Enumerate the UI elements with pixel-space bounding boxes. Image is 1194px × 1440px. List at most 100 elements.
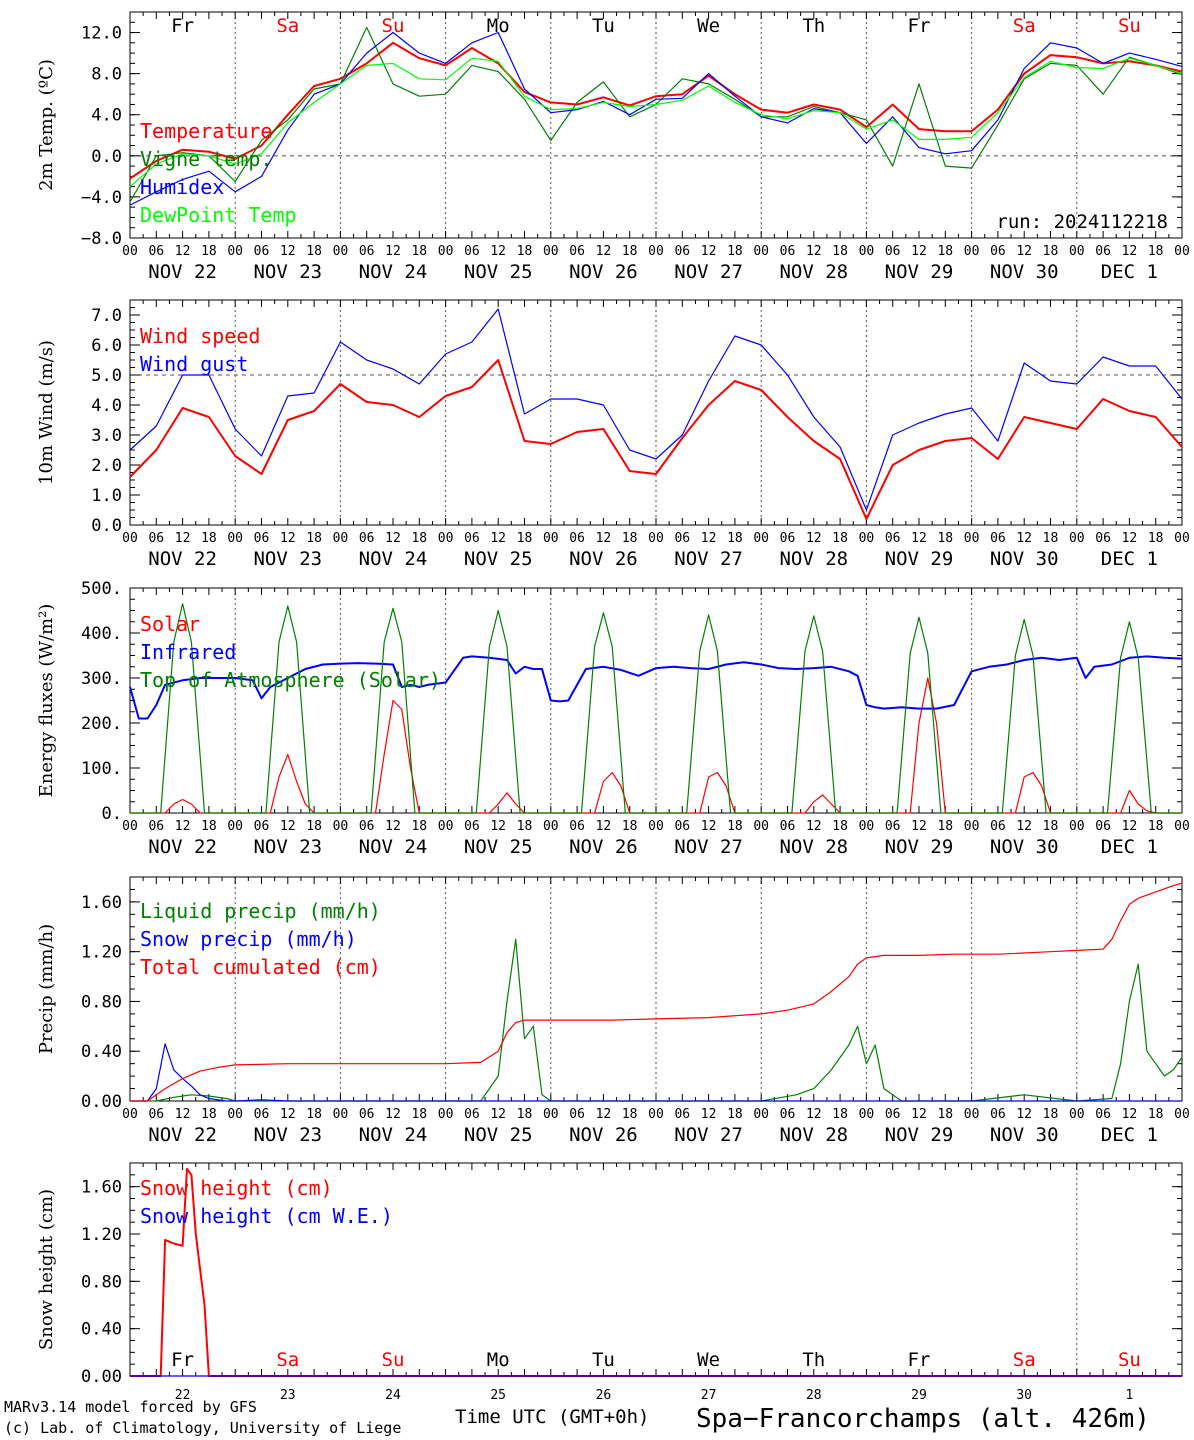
series-line-temperature (129, 41, 1183, 180)
hour-tick-label: 00 (648, 531, 664, 546)
day-of-week-label: Fr (171, 15, 194, 37)
legend-entry: Snow height (cm) (140, 1176, 333, 1200)
model-credit: MARv3.14 model forced by GFS (4, 1398, 257, 1416)
hour-tick-label: 00 (438, 244, 454, 259)
hour-tick-label: 06 (990, 531, 1006, 546)
date-label: NOV 24 (359, 1124, 428, 1146)
hour-tick-label: 00 (543, 531, 559, 546)
hour-tick-label: 18 (201, 1107, 217, 1122)
hour-tick-label: 12 (385, 819, 401, 834)
y-tick-label: 1.20 (81, 943, 122, 963)
date-label: NOV 22 (148, 261, 217, 283)
hour-tick-label: 00 (648, 244, 664, 259)
series-line-humidex (129, 31, 1183, 206)
hour-tick-label: 12 (806, 1107, 822, 1122)
y-tick-label: 0.80 (81, 1272, 122, 1292)
y-tick-label: 0.0 (91, 516, 122, 536)
hour-tick-label: 06 (885, 819, 901, 834)
hour-tick-label: 06 (254, 819, 270, 834)
hour-tick-label: 06 (359, 819, 375, 834)
date-label: NOV 22 (148, 548, 217, 570)
hour-tick-label: 18 (1148, 244, 1164, 259)
hour-tick-label: 18 (727, 531, 743, 546)
y-axis-label: 2m Temp. (ºC) (36, 59, 57, 191)
hour-tick-label: 06 (990, 1107, 1006, 1122)
hour-tick-label: 18 (937, 244, 953, 259)
day-of-week-label: We (697, 1349, 720, 1371)
panel-5: 0.00 0.40 0.80 1.20 1.60 Snow height (cm) 22 23… (36, 1162, 1183, 1403)
hour-tick-label: 00 (1174, 1107, 1190, 1122)
date-label: DEC 1 (1101, 261, 1158, 283)
hour-tick-label: 06 (1095, 244, 1111, 259)
day-number-label: 22 (175, 1388, 191, 1403)
legend-entry: Snow height (cm W.E.) (140, 1204, 393, 1228)
hour-tick-label: 18 (201, 531, 217, 546)
day-of-week-label: Sa (1013, 1349, 1036, 1371)
hour-tick-label: 00 (122, 1107, 138, 1122)
hour-tick-label: 12 (911, 531, 927, 546)
hour-tick-label: 12 (911, 1107, 927, 1122)
hour-tick-label: 18 (1043, 1107, 1059, 1122)
hour-tick-label: 12 (701, 1107, 717, 1122)
hour-tick-label: 06 (1095, 1107, 1111, 1122)
date-label: DEC 1 (1101, 836, 1158, 858)
day-of-week-label: Su (382, 15, 405, 37)
hour-tick-label: 12 (385, 244, 401, 259)
panel-3: 0. 100. 200. 300. 400. 500. Energy fluxes (W/m… (36, 579, 1190, 858)
day-of-week-label: Sa (276, 1349, 299, 1371)
date-label: NOV 27 (674, 1124, 743, 1146)
hour-tick-label: 12 (1122, 244, 1138, 259)
hour-tick-label: 18 (517, 244, 533, 259)
hour-tick-label: 18 (937, 531, 953, 546)
day-number-label: 23 (280, 1388, 296, 1403)
date-label: NOV 22 (148, 836, 217, 858)
date-label: NOV 25 (464, 836, 533, 858)
hour-tick-label: 18 (832, 244, 848, 259)
hour-tick-label: 06 (464, 244, 480, 259)
y-tick-label: 0.80 (81, 992, 122, 1012)
y-tick-label: 1.20 (81, 1225, 122, 1245)
hour-tick-label: 18 (727, 244, 743, 259)
date-label: NOV 28 (779, 836, 848, 858)
hour-tick-label: 00 (438, 819, 454, 834)
hour-tick-label: 00 (227, 819, 243, 834)
hour-tick-label: 06 (359, 531, 375, 546)
hour-tick-label: 18 (411, 244, 427, 259)
hour-tick-label: 00 (122, 531, 138, 546)
date-label: NOV 25 (464, 548, 533, 570)
day-number-label: 27 (701, 1388, 717, 1403)
day-of-week-label: Fr (908, 15, 931, 37)
hour-tick-label: 06 (1095, 819, 1111, 834)
hour-tick-label: 18 (1043, 244, 1059, 259)
legend-entry: Temperature (140, 119, 272, 143)
date-label: NOV 28 (779, 548, 848, 570)
hour-tick-label: 18 (1043, 531, 1059, 546)
day-number-label: 25 (490, 1388, 506, 1403)
date-label: NOV 29 (885, 548, 954, 570)
hour-tick-label: 12 (1016, 819, 1032, 834)
day-of-week-label: Th (802, 1349, 825, 1371)
lab-credit: (c) Lab. of Climatology, University of L… (4, 1419, 401, 1437)
y-axis-label: Energy fluxes (W/m²) (36, 604, 57, 798)
hour-tick-label: 12 (280, 531, 296, 546)
y-tick-label: 2.0 (91, 456, 122, 476)
date-label: NOV 23 (253, 1124, 322, 1146)
hour-tick-label: 12 (1122, 1107, 1138, 1122)
hour-tick-label: 06 (359, 1107, 375, 1122)
date-label: NOV 27 (674, 548, 743, 570)
date-label: NOV 29 (885, 836, 954, 858)
y-axis-label: 10m Wind (m/s) (36, 340, 57, 485)
hour-tick-label: 12 (490, 531, 506, 546)
hour-tick-label: 06 (569, 819, 585, 834)
hour-tick-label: 18 (937, 1107, 953, 1122)
y-tick-label: 400. (81, 624, 122, 644)
y-axis-label: Precip (mm/h) (36, 924, 57, 1054)
hour-tick-label: 12 (385, 1107, 401, 1122)
hour-tick-label: 18 (832, 1107, 848, 1122)
hour-tick-label: 12 (701, 244, 717, 259)
hour-tick-label: 12 (385, 531, 401, 546)
hour-tick-label: 18 (306, 244, 322, 259)
hour-tick-label: 18 (201, 244, 217, 259)
hour-tick-label: 06 (885, 1107, 901, 1122)
